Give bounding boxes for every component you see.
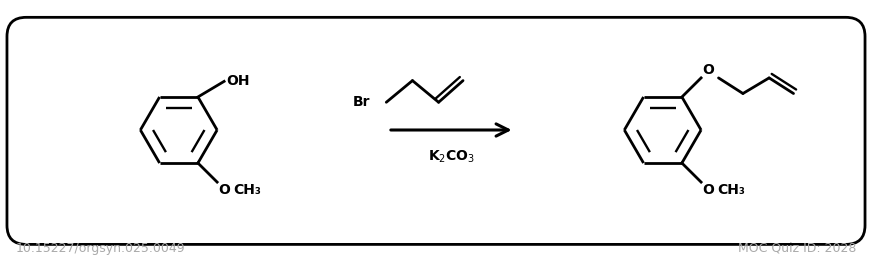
Text: CH₃: CH₃ <box>233 183 261 197</box>
Text: OH: OH <box>226 74 249 88</box>
Text: Br: Br <box>353 95 371 109</box>
Text: 10.15227/orgsyn.025.0049: 10.15227/orgsyn.025.0049 <box>16 242 186 255</box>
Text: O: O <box>702 183 714 197</box>
Text: O: O <box>218 183 230 197</box>
Text: K$_2$CO$_3$: K$_2$CO$_3$ <box>428 149 475 165</box>
Text: O: O <box>702 63 714 77</box>
Text: MOC Quiz ID: 2028: MOC Quiz ID: 2028 <box>738 242 856 255</box>
Text: CH₃: CH₃ <box>717 183 745 197</box>
